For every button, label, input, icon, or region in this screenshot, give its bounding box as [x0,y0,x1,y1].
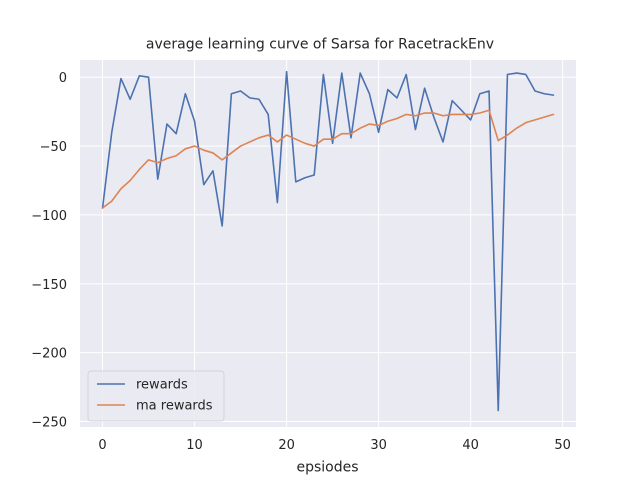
x-tick-label: 20 [278,438,295,453]
chart-title: average learning curve of Sarsa for Race… [146,37,494,53]
y-tick-label: −150 [31,278,67,293]
x-tick-label: 30 [370,438,387,453]
y-tick-label: −100 [31,209,67,224]
legend-entry-label: ma rewards [136,399,213,414]
x-tick-label: 50 [554,438,571,453]
legend: rewards ma rewards [87,370,225,422]
series-lines [101,70,555,412]
series-line-ma-rewards [101,109,555,209]
y-tick-label: 0 [59,71,67,86]
y-tick-label: −250 [31,415,67,430]
x-tick-label: 40 [462,438,479,453]
x-tick-label: 0 [98,438,106,453]
tick-labels: 0 10 20 30 40 50 0 −50 −100 −150 −200 −250 [31,71,571,453]
x-axis-label: epsiodes [296,460,358,476]
series-line-rewards [101,70,555,412]
y-tick-label: −50 [40,140,67,155]
legend-entry-label: rewards [136,378,188,393]
x-tick-label: 10 [186,438,203,453]
y-tick-label: −200 [31,347,67,362]
